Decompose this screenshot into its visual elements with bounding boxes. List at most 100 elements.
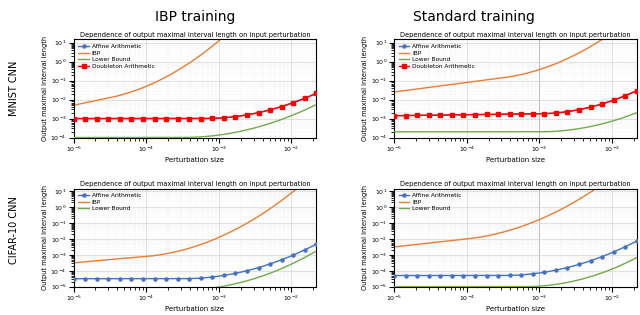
IBP — [70, 261, 78, 265]
IBP — [70, 103, 78, 107]
Lower Bound — [218, 284, 226, 288]
IBP — [70, 103, 77, 107]
Affine Arithmetic — [390, 114, 398, 117]
X-axis label: Perturbation size: Perturbation size — [166, 306, 225, 312]
Lower Bound — [214, 133, 222, 137]
Doubleton Arithmetic — [312, 91, 320, 95]
Doubleton Arithmetic — [595, 103, 602, 107]
Affine Arithmetic — [218, 274, 226, 278]
Line: IBP: IBP — [394, 158, 637, 247]
Y-axis label: Output maximal interval length: Output maximal interval length — [362, 36, 368, 141]
Affine Arithmetic — [70, 117, 77, 120]
IBP — [534, 218, 542, 222]
Text: CIFAR-10 CNN: CIFAR-10 CNN — [9, 196, 19, 264]
Doubleton Arithmetic — [539, 112, 547, 116]
Lower Bound — [70, 288, 77, 292]
IBP — [214, 40, 222, 43]
Doubleton Arithmetic — [70, 117, 78, 120]
Lower Bound — [70, 288, 78, 292]
Affine Arithmetic — [610, 250, 618, 254]
Title: Dependence of output maximal interval length on input perturbation: Dependence of output maximal interval le… — [79, 181, 310, 187]
Text: IBP training: IBP training — [155, 10, 236, 24]
Lower Bound — [312, 249, 320, 253]
Lower Bound — [610, 266, 618, 270]
Doubleton Arithmetic — [290, 100, 298, 104]
Affine Arithmetic — [214, 116, 222, 120]
Affine Arithmetic — [595, 103, 602, 107]
IBP — [534, 68, 541, 72]
Affine Arithmetic — [70, 277, 78, 281]
Lower Bound — [610, 119, 618, 123]
IBP — [312, 170, 320, 174]
Lower Bound — [390, 285, 398, 289]
Affine Arithmetic — [290, 100, 298, 104]
Affine Arithmetic — [70, 117, 78, 120]
Lower Bound — [391, 285, 399, 289]
Lower Bound — [214, 285, 222, 289]
Doubleton Arithmetic — [275, 106, 282, 109]
Affine Arithmetic — [534, 112, 542, 116]
IBP — [214, 236, 221, 240]
Lower Bound — [633, 111, 640, 115]
Title: Dependence of output maximal interval length on input perturbation: Dependence of output maximal interval le… — [400, 181, 631, 187]
X-axis label: Perturbation size: Perturbation size — [486, 306, 545, 312]
Lower Bound — [534, 130, 542, 134]
Affine Arithmetic — [275, 259, 282, 263]
IBP — [390, 90, 398, 94]
Lower Bound — [391, 130, 399, 134]
Affine Arithmetic — [633, 239, 640, 243]
IBP — [218, 36, 226, 40]
Doubleton Arithmetic — [610, 98, 618, 102]
Line: Lower Bound: Lower Bound — [74, 251, 316, 290]
Affine Arithmetic — [214, 274, 222, 278]
Y-axis label: Output maximal interval length: Output maximal interval length — [42, 185, 48, 290]
Doubleton Arithmetic — [633, 89, 640, 93]
Text: MNIST CNN: MNIST CNN — [9, 60, 19, 116]
Line: Lower Bound: Lower Bound — [74, 105, 316, 138]
Affine Arithmetic — [290, 253, 298, 257]
Lower Bound — [275, 268, 282, 272]
Title: Dependence of output maximal interval length on input perturbation: Dependence of output maximal interval le… — [79, 32, 310, 37]
IBP — [391, 245, 399, 249]
Lower Bound — [539, 130, 547, 134]
Line: Doubleton Arithmetic: Doubleton Arithmetic — [394, 91, 637, 116]
IBP — [70, 261, 77, 265]
Legend: Affine Arithmetic, IBP, Lower Bound, Doubleton Arithmetic: Affine Arithmetic, IBP, Lower Bound, Dou… — [397, 42, 477, 71]
Line: IBP: IBP — [74, 172, 316, 263]
IBP — [390, 245, 398, 249]
Lower Bound — [214, 285, 221, 289]
Lower Bound — [595, 123, 602, 127]
Doubleton Arithmetic — [214, 116, 221, 120]
IBP — [214, 40, 221, 44]
IBP — [633, 12, 640, 16]
Affine Arithmetic — [534, 112, 541, 116]
Affine Arithmetic — [218, 116, 226, 120]
X-axis label: Perturbation size: Perturbation size — [486, 157, 545, 163]
Line: Affine Arithmetic: Affine Arithmetic — [394, 91, 637, 116]
Legend: Affine Arithmetic, IBP, Lower Bound, Doubleton Arithmetic: Affine Arithmetic, IBP, Lower Bound, Dou… — [77, 42, 156, 71]
Line: Affine Arithmetic: Affine Arithmetic — [74, 93, 316, 118]
Lower Bound — [70, 136, 77, 140]
Lower Bound — [534, 130, 541, 134]
IBP — [275, 201, 282, 205]
IBP — [534, 68, 542, 72]
Doubleton Arithmetic — [534, 112, 541, 116]
Affine Arithmetic — [214, 116, 221, 120]
Affine Arithmetic — [534, 271, 542, 275]
IBP — [214, 236, 222, 240]
IBP — [610, 30, 618, 33]
Affine Arithmetic — [275, 106, 282, 109]
Lower Bound — [312, 103, 320, 106]
Doubleton Arithmetic — [70, 117, 77, 120]
Line: IBP: IBP — [74, 0, 316, 105]
IBP — [539, 216, 547, 220]
Line: Lower Bound: Lower Bound — [394, 113, 637, 132]
Affine Arithmetic — [70, 277, 77, 281]
IBP — [595, 185, 602, 189]
Doubleton Arithmetic — [391, 114, 399, 117]
Affine Arithmetic — [595, 256, 602, 260]
Lower Bound — [534, 284, 541, 288]
Affine Arithmetic — [534, 271, 541, 275]
Doubleton Arithmetic — [390, 114, 398, 117]
Line: Affine Arithmetic: Affine Arithmetic — [74, 244, 316, 279]
